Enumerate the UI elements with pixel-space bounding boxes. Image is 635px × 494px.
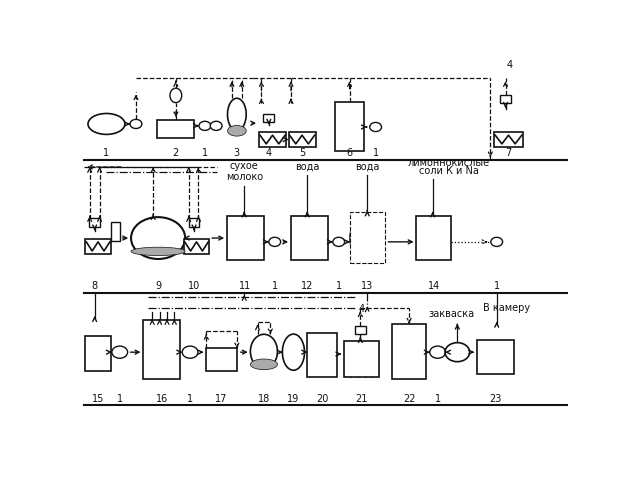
- Bar: [350, 212, 385, 263]
- Bar: [85, 239, 111, 254]
- Bar: [477, 340, 514, 374]
- Text: 16: 16: [156, 394, 168, 404]
- Text: 18: 18: [258, 394, 270, 404]
- Bar: [288, 132, 316, 147]
- Text: 1: 1: [187, 394, 193, 404]
- Ellipse shape: [88, 114, 125, 134]
- Text: 5: 5: [298, 148, 305, 158]
- Text: 1: 1: [373, 148, 378, 158]
- Bar: [500, 95, 511, 103]
- Bar: [227, 216, 264, 260]
- Bar: [89, 218, 100, 227]
- Circle shape: [491, 237, 503, 247]
- Bar: [189, 218, 199, 227]
- Bar: [291, 216, 328, 260]
- Circle shape: [131, 217, 185, 259]
- Bar: [355, 326, 366, 334]
- Bar: [111, 222, 120, 241]
- Text: соли К и Na: соли К и Na: [418, 166, 478, 176]
- Text: 1: 1: [434, 394, 441, 404]
- Text: 4: 4: [507, 60, 513, 70]
- Bar: [494, 132, 523, 147]
- Text: 22: 22: [403, 394, 415, 404]
- Circle shape: [269, 237, 281, 247]
- Circle shape: [182, 346, 198, 358]
- Text: молоко: молоко: [225, 172, 263, 182]
- Ellipse shape: [131, 247, 185, 255]
- Text: 4: 4: [358, 304, 364, 314]
- Text: 8: 8: [91, 281, 98, 291]
- Text: 1: 1: [117, 394, 123, 404]
- Text: 1: 1: [493, 281, 500, 291]
- Bar: [417, 216, 451, 260]
- Text: 6: 6: [347, 148, 352, 158]
- Ellipse shape: [250, 359, 277, 370]
- Circle shape: [430, 346, 446, 358]
- Circle shape: [199, 122, 211, 130]
- Text: закваска: закваска: [429, 309, 475, 319]
- Text: 1: 1: [336, 281, 342, 291]
- Text: 7: 7: [505, 148, 512, 158]
- Text: 23: 23: [489, 394, 502, 404]
- Bar: [259, 132, 286, 147]
- Bar: [335, 102, 364, 151]
- Text: 21: 21: [355, 394, 368, 404]
- Text: 20: 20: [316, 394, 328, 404]
- Text: 4: 4: [266, 148, 272, 158]
- Bar: [307, 333, 337, 377]
- Text: сухое: сухое: [230, 162, 258, 171]
- Circle shape: [333, 237, 345, 247]
- Ellipse shape: [170, 88, 182, 103]
- Ellipse shape: [227, 98, 246, 130]
- Bar: [344, 341, 378, 377]
- Ellipse shape: [283, 334, 305, 370]
- Text: 2: 2: [173, 148, 179, 158]
- Text: вода: вода: [295, 162, 319, 171]
- Text: 14: 14: [427, 281, 440, 291]
- Text: 11: 11: [239, 281, 251, 291]
- Circle shape: [370, 123, 382, 131]
- Text: лимоннокислые: лимоннокислые: [408, 159, 490, 168]
- Bar: [157, 120, 194, 138]
- Bar: [206, 348, 237, 371]
- Bar: [264, 114, 274, 123]
- Circle shape: [130, 120, 142, 128]
- Text: 9: 9: [155, 281, 161, 291]
- Text: 10: 10: [188, 281, 200, 291]
- Text: 12: 12: [301, 281, 314, 291]
- Circle shape: [112, 346, 128, 358]
- Circle shape: [210, 122, 222, 130]
- Circle shape: [445, 343, 470, 362]
- Text: 15: 15: [92, 394, 104, 404]
- Text: 1: 1: [272, 281, 277, 291]
- Text: 1: 1: [104, 148, 109, 158]
- Ellipse shape: [250, 334, 277, 369]
- Text: 13: 13: [361, 281, 373, 291]
- Ellipse shape: [227, 125, 246, 136]
- Text: В камеру: В камеру: [483, 303, 530, 313]
- Text: 17: 17: [215, 394, 228, 404]
- Text: вода: вода: [355, 162, 380, 171]
- Bar: [392, 324, 426, 379]
- Text: 3: 3: [234, 148, 240, 158]
- Text: 1: 1: [202, 148, 208, 158]
- Bar: [144, 320, 180, 379]
- Ellipse shape: [350, 213, 385, 263]
- Text: 19: 19: [287, 394, 300, 404]
- Bar: [184, 239, 210, 254]
- Bar: [85, 336, 111, 371]
